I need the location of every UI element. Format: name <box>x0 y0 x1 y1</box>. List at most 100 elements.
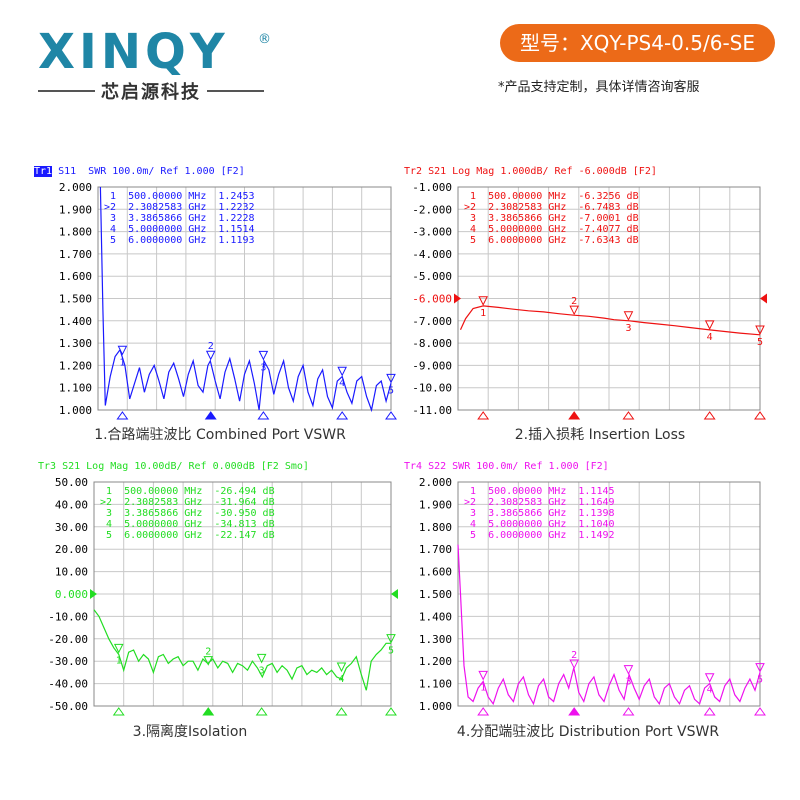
trace-header-text: S21 Log Mag 1.000dB/ Ref -6.000dB [F2] <box>422 166 657 177</box>
marker-label: 3 <box>625 323 631 334</box>
chart-header-2: Tr2 S21 Log Mag 1.000dB/ Ref -6.000dB [F… <box>404 166 657 177</box>
marker-row: 4 5.0000000 GHz 1.1514 <box>104 224 255 235</box>
marker-triangle <box>623 665 634 675</box>
y-tick-label: 1.300 <box>419 633 452 646</box>
y-tick-label: 1.000 <box>59 404 92 417</box>
y-tick-label: 30.00 <box>55 521 88 534</box>
marker-row: >2 2.3082583 GHz -31.964 dB <box>100 497 275 508</box>
axis-marker <box>202 707 215 716</box>
y-tick-label: -1.000 <box>412 181 452 194</box>
marker-row: 5 6.0000000 GHz -22.147 dB <box>100 530 275 541</box>
y-tick-label: 1.700 <box>59 248 92 261</box>
axis-marker <box>754 707 766 716</box>
marker-triangle <box>113 643 124 654</box>
subtitle-left-rule <box>38 90 95 92</box>
marker-row: 1 500.00000 MHz 1.2453 <box>104 191 255 202</box>
ref-right-arrow <box>760 293 767 304</box>
y-tick-label: -9.000 <box>412 359 452 372</box>
marker-label: 4 <box>339 378 345 389</box>
y-tick-label: 1.000 <box>419 700 452 713</box>
y-tick-label: -5.000 <box>412 270 452 283</box>
y-tick-label: 1.500 <box>59 293 92 306</box>
ref-right-arrow <box>391 589 398 599</box>
marker-triangle <box>623 311 634 321</box>
y-tick-label: 2.000 <box>419 476 452 489</box>
chart-header-1: Tr1 S11 SWR 100.0m/ Ref 1.000 [F2] <box>34 166 245 177</box>
marker-triangle <box>203 656 214 666</box>
y-tick-label: -4.000 <box>412 248 452 261</box>
marker-triangle <box>478 296 488 306</box>
marker-row: 5 6.0000000 GHz -7.6343 dB <box>464 235 639 246</box>
registered-mark: ® <box>258 32 271 47</box>
marker-triangle <box>256 653 267 664</box>
y-tick-label: 1.700 <box>419 543 452 556</box>
trace-header-text: S21 Log Mag 10.00dB/ Ref 0.000dB [F2 Smo… <box>56 461 309 472</box>
trace-tag: Tr4 <box>404 461 423 472</box>
marker-row: 3 3.3865866 GHz 1.2228 <box>104 213 255 224</box>
marker-triangle <box>569 659 579 670</box>
axis-marker <box>204 411 217 420</box>
y-tick-label: 1.600 <box>59 270 92 283</box>
marker-row: 5 6.0000000 GHz 1.1193 <box>104 235 255 246</box>
ref-left-arrow <box>90 589 97 599</box>
axis-marker <box>754 411 766 420</box>
axis-marker <box>622 411 635 420</box>
axis-marker <box>255 707 268 716</box>
marker-row: 4 5.0000000 GHz -7.4077 dB <box>464 224 639 235</box>
axis-marker <box>385 411 397 420</box>
trace-tag: Tr1 <box>34 166 53 177</box>
marker-row: 1 500.00000 MHz 1.1145 <box>464 486 615 497</box>
marker-label: 2 <box>208 341 214 352</box>
marker-triangle <box>704 673 715 683</box>
marker-triangle <box>117 345 128 356</box>
y-tick-label: -3.000 <box>412 226 452 239</box>
marker-label: 3 <box>259 665 265 676</box>
y-tick-label: 40.00 <box>55 498 88 511</box>
y-tick-label: -8.000 <box>412 337 452 350</box>
ref-left-arrow <box>454 293 461 304</box>
marker-label: 2 <box>571 650 577 661</box>
y-tick-label: 1.200 <box>59 359 92 372</box>
marker-label: 5 <box>388 385 394 396</box>
y-tick-label: -7.000 <box>412 315 452 328</box>
y-tick-label: 1.300 <box>59 337 92 350</box>
trace-line <box>457 544 761 706</box>
y-tick-label: -11.00 <box>412 404 452 417</box>
y-tick-label: 10.00 <box>55 566 88 579</box>
axis-marker <box>477 411 490 420</box>
y-tick-label: -6.000 <box>412 293 452 306</box>
marker-triangle <box>755 663 765 673</box>
axis-marker <box>622 707 635 716</box>
brand-subtitle: 芯启源科技 <box>38 78 264 104</box>
y-tick-label: -50.00 <box>48 700 88 713</box>
axis-marker <box>568 707 581 716</box>
marker-label: 3 <box>625 677 631 688</box>
marker-label: 5 <box>757 675 763 686</box>
marker-triangle <box>337 366 347 377</box>
marker-row: 5 6.0000000 GHz 1.1492 <box>464 530 615 541</box>
y-tick-label: 50.00 <box>55 476 88 489</box>
marker-row: 3 3.3865866 GHz 1.1398 <box>464 508 615 519</box>
marker-row: 1 500.00000 MHz -6.3256 dB <box>464 191 639 202</box>
marker-label: 2 <box>571 296 577 307</box>
y-tick-label: 0.000 <box>55 588 88 601</box>
y-tick-label: -20.00 <box>48 633 88 646</box>
marker-label: 1 <box>116 655 122 666</box>
y-tick-label: 1.600 <box>419 566 452 579</box>
y-tick-label: -30.00 <box>48 655 88 668</box>
marker-triangle <box>205 350 216 361</box>
axis-marker <box>568 411 581 420</box>
axis-marker <box>336 411 349 420</box>
y-tick-label: 2.000 <box>59 181 92 194</box>
trace-line <box>459 305 761 336</box>
y-tick-label: 20.00 <box>55 543 88 556</box>
marker-label: 5 <box>388 646 394 657</box>
y-tick-label: 1.900 <box>59 203 92 216</box>
marker-row: 3 3.3865866 GHz -7.0001 dB <box>464 213 639 224</box>
axis-marker <box>703 707 716 716</box>
marker-label: 4 <box>707 685 713 696</box>
